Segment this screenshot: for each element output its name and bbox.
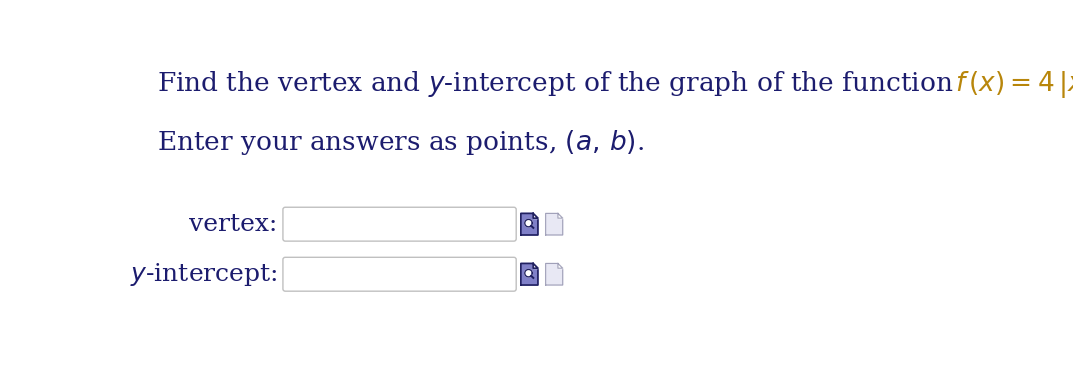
Polygon shape bbox=[546, 264, 562, 285]
Text: $f\,(x) = 4\,|x + 5| + 8.$: $f\,(x) = 4\,|x + 5| + 8.$ bbox=[955, 69, 1073, 100]
Polygon shape bbox=[525, 219, 532, 227]
Polygon shape bbox=[558, 213, 562, 218]
Text: Enter your answers as points, $(a,\,b)$.: Enter your answers as points, $(a,\,b)$. bbox=[158, 128, 645, 157]
Text: vertex:: vertex: bbox=[189, 213, 278, 236]
Text: $y$-intercept:: $y$-intercept: bbox=[130, 261, 278, 288]
Text: Find the vertex and $y$-intercept of the graph of the function: Find the vertex and $y$-intercept of the… bbox=[158, 69, 955, 100]
Polygon shape bbox=[546, 213, 562, 235]
FancyBboxPatch shape bbox=[283, 207, 516, 241]
Polygon shape bbox=[533, 213, 538, 218]
Polygon shape bbox=[520, 213, 538, 235]
Polygon shape bbox=[525, 269, 532, 277]
FancyBboxPatch shape bbox=[283, 257, 516, 291]
Polygon shape bbox=[558, 264, 562, 268]
Polygon shape bbox=[533, 264, 538, 268]
Polygon shape bbox=[520, 264, 538, 285]
